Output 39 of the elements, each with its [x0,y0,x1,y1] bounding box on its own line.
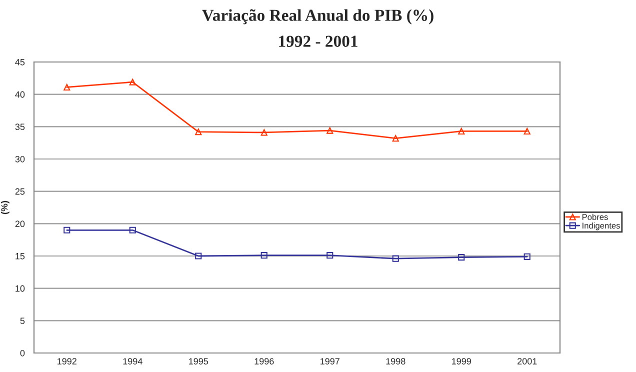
x-tick-label: 1992 [58,358,76,364]
point [260,252,268,259]
y-tick-label: 10 [16,285,25,292]
y-tick-label: 45 [15,59,25,66]
chart-title: Variação Real Anual do PIB (%) [202,9,434,24]
y-tick-label: 35 [15,124,25,130]
point [64,84,70,91]
y-tick-label: 0 [20,350,25,356]
chart-subtitle: 1992 - 2001 [279,36,358,47]
y-tick-label: 15 [16,253,25,260]
point [64,226,70,234]
point [524,253,530,260]
point [195,252,202,260]
point [195,128,202,136]
y-tick-label: 25 [15,188,25,195]
legend-label: Indigentes [582,222,620,230]
point [326,127,334,134]
legend-label: Pobres [582,214,608,220]
point [326,252,334,259]
x-tick-label: 1994 [123,358,142,364]
x-tick-label: 1998 [386,358,406,364]
point [392,255,399,262]
point [129,226,136,234]
point [392,135,399,142]
y-axis-title: (%) [0,200,10,214]
x-tick-label: 1997 [320,358,340,364]
x-tick-label: 1996 [254,358,274,364]
x-tick-label: 1995 [189,358,208,364]
y-tick-label: 30 [15,156,25,162]
point [458,254,465,261]
x-tick-label: 2001 [518,358,537,364]
point [458,128,465,134]
y-tick-label: 20 [15,220,25,228]
x-tick-label: 1999 [452,358,471,364]
y-tick-label: 5 [20,318,25,324]
point [524,128,530,134]
point [260,129,268,136]
point [129,78,136,86]
y-tick-label: 40 [15,91,25,98]
